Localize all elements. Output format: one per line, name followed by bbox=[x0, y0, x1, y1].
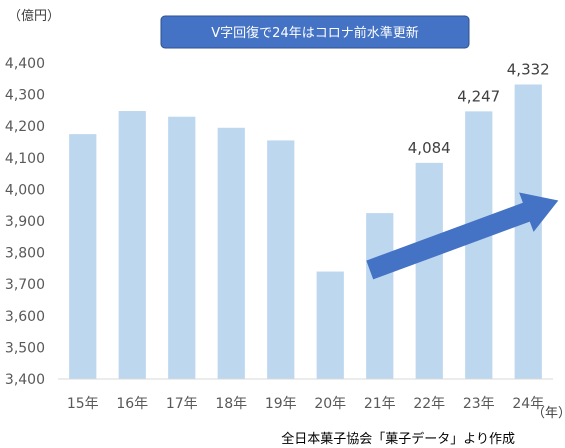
bar bbox=[69, 134, 97, 379]
y-tick-label: 3,700 bbox=[5, 277, 45, 293]
x-tick-label: 23年 bbox=[463, 396, 495, 412]
y-tick-label: 3,500 bbox=[5, 340, 45, 356]
bar bbox=[465, 111, 493, 380]
chart-title: V字回復で24年はコロナ前水準更新 bbox=[211, 25, 418, 41]
bar bbox=[267, 140, 295, 379]
title-banner-box bbox=[160, 15, 470, 49]
x-unit-label: （年） bbox=[532, 406, 565, 421]
bar bbox=[366, 213, 394, 379]
data-label: 4,332 bbox=[507, 60, 550, 78]
bar bbox=[118, 111, 146, 380]
bar bbox=[316, 271, 344, 379]
x-tick-label: 22年 bbox=[413, 396, 445, 412]
bar bbox=[514, 84, 542, 379]
x-tick-label: 20年 bbox=[314, 396, 346, 412]
data-label: 4,084 bbox=[408, 139, 451, 157]
x-tick-label: 17年 bbox=[166, 396, 198, 412]
x-tick-label: 21年 bbox=[364, 396, 396, 412]
x-tick-label: 18年 bbox=[215, 396, 247, 412]
bar bbox=[415, 162, 443, 379]
x-tick-label: 24年 bbox=[512, 396, 544, 412]
x-tick-label: 16年 bbox=[116, 396, 148, 412]
source-note: 全日本菓子協会「菓子データ」より作成 bbox=[281, 431, 515, 447]
y-axis-ticks: 3,400 3,500 3,600 3,700 3,800 3,900 4,000 4,100… bbox=[5, 56, 45, 388]
y-tick-label: 4,400 bbox=[5, 56, 45, 72]
bar bbox=[168, 116, 196, 379]
data-labels: 4,084 4,247 4,332 bbox=[408, 60, 550, 156]
title-banner: V字回復で24年はコロナ前水準更新 bbox=[160, 15, 470, 49]
y-tick-label: 3,800 bbox=[5, 246, 45, 262]
x-axis-ticks: 15年 16年 17年 18年 19年 20年 21年 22年 23年 24年 bbox=[67, 396, 544, 412]
data-label: 4,247 bbox=[457, 87, 500, 105]
y-tick-label: 4,100 bbox=[5, 151, 45, 167]
y-tick-label: 4,200 bbox=[5, 119, 45, 135]
y-tick-label: 3,400 bbox=[5, 372, 45, 388]
bars bbox=[69, 84, 542, 380]
y-tick-label: 4,300 bbox=[5, 88, 45, 104]
x-tick-label: 15年 bbox=[67, 396, 99, 412]
x-tick-label: 19年 bbox=[265, 396, 297, 412]
trend-arrow bbox=[366, 192, 559, 280]
y-tick-label: 3,600 bbox=[5, 309, 45, 325]
y-unit-label: （億円） bbox=[8, 8, 60, 24]
y-tick-label: 3,900 bbox=[5, 214, 45, 230]
bar bbox=[217, 127, 245, 379]
y-tick-label: 4,000 bbox=[5, 182, 45, 198]
